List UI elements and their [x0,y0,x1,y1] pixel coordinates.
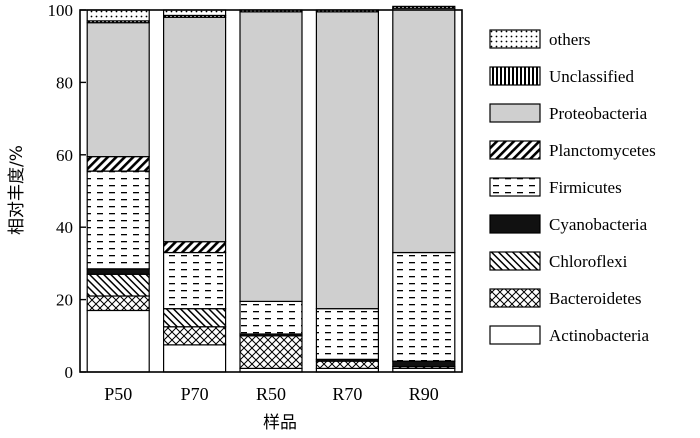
legend-item-cyanobacteria: Cyanobacteria [489,214,648,234]
x-ticks: P50 P70 R50 R70 R90 [104,384,439,404]
x-tick-label-r70: R70 [332,384,362,404]
y-tick-label-0: 0 [65,363,74,382]
bar-segment-p50-bacteroidetes [86,295,150,312]
bar-segment-r90-proteobacteria [392,7,456,254]
legend-label-unclassified: Unclassified [549,67,634,86]
legend-swatch-planctomycetes [489,140,541,160]
x-axis-title: 样品 [263,413,297,433]
legend-label-cyanobacteria: Cyanobacteria [549,215,648,234]
bar-segment-p50-proteobacteria [86,22,150,158]
legend-item-others: others [489,29,591,49]
legend-swatch-cyanobacteria [489,214,541,234]
x-tick-label-p50: P50 [104,384,132,404]
bar-segment-p70-proteobacteria [163,16,227,243]
bar-segment-p50-others [86,9,150,22]
bar-segment-p70-firmicutes [163,251,227,310]
legend-swatch-firmicutes [489,177,541,197]
plot-frame [79,9,463,373]
legend-label-planctomycetes: Planctomycetes [549,141,656,160]
x-tick-label-r50: R50 [256,384,286,404]
bar-segment-p70-planctomycetes [163,241,227,254]
bar-segment-p70-others [163,9,227,17]
legend-label-bacteroidetes: Bacteroidetes [549,289,642,308]
legend-label-actinobacteria: Actinobacteria [549,326,650,345]
legend-label-chloroflexi: Chloroflexi [549,252,628,271]
y-tick-label-100: 100 [48,1,74,20]
legend-swatch-actinobacteria [489,325,541,345]
bar-segment-p50-actinobacteria [86,309,150,373]
legend-item-proteobacteria: Proteobacteria [489,103,648,123]
legend-swatch-proteobacteria [489,103,541,123]
bar-segment-r70-proteobacteria [315,11,379,310]
axes [79,9,463,373]
bars [86,5,456,373]
bar-segment-r90-cyanobacteria [392,360,456,368]
bar-segment-r70-firmicutes [315,308,379,360]
legend-swatch-chloroflexi [489,251,541,271]
bar-segment-r90-firmicutes [392,251,456,362]
x-tick-label-r90: R90 [409,384,439,404]
bar-segment-p70-chloroflexi [163,308,227,328]
legend-swatch-bacteroidetes [489,288,541,308]
y-tick-label-80: 80 [56,73,73,92]
bar-segment-r90-unclassified [392,5,456,9]
y-ticks: 0 20 40 60 80 100 [48,1,86,382]
bar-segment-p50-chloroflexi [86,273,150,297]
bar-segment-r70-bacteroidetes [315,360,379,369]
legend-swatch-others [489,29,541,49]
y-tick-label-60: 60 [56,146,73,165]
y-tick-label-20: 20 [56,291,73,310]
bar-segment-r50-bacteroidetes [239,335,303,369]
legend-item-bacteroidetes: Bacteroidetes [489,288,642,308]
legend-item-chloroflexi: Chloroflexi [489,251,628,271]
bar-segment-p50-cyanobacteria [86,268,150,275]
legend: others Unclassified Proteobacteria Planctom… [489,29,656,345]
legend-label-proteobacteria: Proteobacteria [549,104,648,123]
legend-item-actinobacteria: Actinobacteria [489,325,650,345]
bar-segment-r50-firmicutes [239,300,303,335]
y-axis-title: 相对丰度/% [7,145,27,235]
bar-segment-p50-firmicutes [86,170,150,270]
bar-segment-p70-bacteroidetes [163,326,227,346]
bar-segment-r50-proteobacteria [239,11,303,303]
legend-item-firmicutes: Firmicutes [489,177,622,197]
legend-swatch-unclassified [489,66,541,86]
y-tick-label-40: 40 [56,218,73,237]
legend-label-others: others [549,30,591,49]
legend-label-firmicutes: Firmicutes [549,178,622,197]
bar-segment-p50-planctomycetes [86,156,150,172]
x-tick-label-p70: P70 [181,384,209,404]
bar-segment-p70-actinobacteria [163,344,227,373]
legend-item-unclassified: Unclassified [489,66,634,86]
legend-item-planctomycetes: Planctomycetes [489,140,656,160]
